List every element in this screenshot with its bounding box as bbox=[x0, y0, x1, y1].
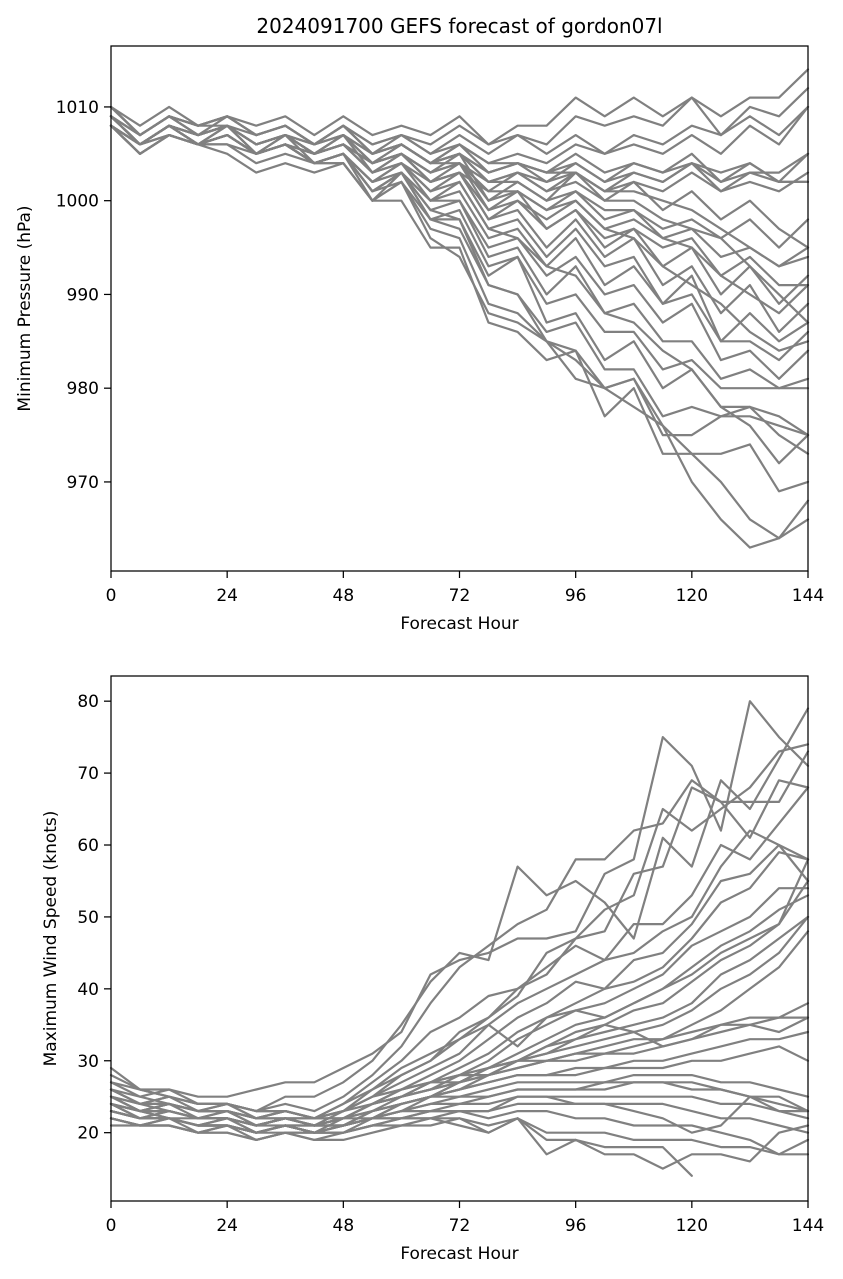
wind-x-tick-label: 0 bbox=[106, 1216, 117, 1236]
pressure-y-axis-label: Minimum Pressure (hPa) bbox=[15, 205, 35, 411]
wind-x-axis-label: Forecast Hour bbox=[400, 1244, 518, 1264]
pressure-x-tick-label: 24 bbox=[216, 586, 238, 606]
pressure-y-tick-label: 970 bbox=[67, 473, 99, 493]
wind-y-tick-label: 50 bbox=[77, 908, 99, 928]
wind-x-ticks: 0 24 48 72 96 120 144 bbox=[106, 1201, 824, 1236]
wind-y-ticks: 20 30 40 50 60 70 80 bbox=[77, 692, 111, 1144]
wind-x-tick-label: 144 bbox=[792, 1216, 824, 1236]
wind-x-tick-label: 48 bbox=[333, 1216, 355, 1236]
pressure-x-ticks: 0 24 48 72 96 120 144 bbox=[106, 571, 824, 606]
wind-y-tick-label: 60 bbox=[77, 836, 99, 856]
wind-x-tick-label: 24 bbox=[216, 1216, 238, 1236]
pressure-series-line-25 bbox=[109, 124, 810, 549]
wind-series-lines bbox=[109, 700, 810, 1177]
wind-series-line-30 bbox=[109, 858, 810, 1120]
pressure-y-tick-label: 980 bbox=[67, 379, 99, 399]
pressure-axes-frame bbox=[110, 45, 809, 572]
wind-y-tick-label: 80 bbox=[77, 692, 99, 712]
wind-series-line-28 bbox=[109, 1081, 810, 1127]
pressure-x-tick-label: 0 bbox=[106, 586, 117, 606]
wind-y-tick-label: 40 bbox=[77, 980, 99, 1000]
wind-axes-frame bbox=[110, 675, 809, 1202]
pressure-x-tick-label: 120 bbox=[676, 586, 708, 606]
pressure-series-line-29 bbox=[109, 105, 810, 268]
pressure-x-tick-label: 96 bbox=[565, 586, 587, 606]
pressure-x-axis-label: Forecast Hour bbox=[400, 614, 518, 634]
pressure-y-ticks: 970 980 990 1000 1010 bbox=[56, 98, 111, 493]
wind-series-line-26 bbox=[109, 1102, 693, 1177]
pressure-series-line-22 bbox=[109, 124, 810, 455]
pressure-y-tick-label: 1000 bbox=[56, 192, 99, 212]
wind-y-tick-label: 20 bbox=[77, 1124, 99, 1144]
pressure-chart: 2024091700 GEFS forecast of gordon07l 97… bbox=[15, 14, 824, 634]
pressure-series-line-30 bbox=[109, 115, 810, 324]
pressure-x-tick-label: 48 bbox=[333, 586, 355, 606]
wind-y-tick-label: 70 bbox=[77, 764, 99, 784]
wind-series-line-27 bbox=[109, 1095, 810, 1134]
wind-y-tick-label: 30 bbox=[77, 1052, 99, 1072]
pressure-y-tick-label: 990 bbox=[67, 285, 99, 305]
wind-series-line-0 bbox=[109, 700, 810, 1098]
pressure-x-tick-label: 144 bbox=[792, 586, 824, 606]
pressure-x-tick-label: 72 bbox=[449, 586, 471, 606]
pressure-series-lines bbox=[109, 68, 810, 549]
wind-x-tick-label: 96 bbox=[565, 1216, 587, 1236]
wind-x-tick-label: 120 bbox=[676, 1216, 708, 1236]
chart-title: 2024091700 GEFS forecast of gordon07l bbox=[256, 14, 662, 38]
wind-chart: 20 30 40 50 60 70 80 0 24 48 72 96 120 144 Forecast … bbox=[41, 675, 824, 1264]
wind-y-axis-label: Maximum Wind Speed (knots) bbox=[41, 811, 61, 1067]
pressure-y-tick-label: 1010 bbox=[56, 98, 99, 118]
wind-x-tick-label: 72 bbox=[449, 1216, 471, 1236]
